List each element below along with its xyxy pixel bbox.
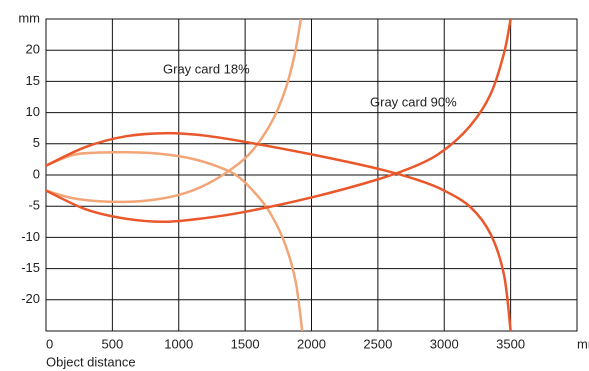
series-label: Gray card 90%	[370, 94, 457, 109]
y-tick-label: 10	[26, 104, 40, 119]
x-tick-label: mm	[577, 336, 589, 351]
y-tick-label: -20	[21, 291, 40, 306]
y-tick-label: 20	[26, 42, 40, 57]
x-tick-label: 1500	[231, 336, 260, 351]
curve	[46, 131, 512, 331]
plot-area	[46, 19, 512, 331]
curve	[46, 19, 303, 204]
x-tick-label: 500	[102, 336, 124, 351]
x-tick-label: 1000	[164, 336, 193, 351]
y-tick-label: mm	[18, 10, 40, 25]
x-tick-label: 3000	[430, 336, 459, 351]
x-tick-label: 3500	[496, 336, 525, 351]
curve	[46, 19, 512, 224]
curve	[46, 151, 304, 331]
y-tick-label: -10	[21, 229, 40, 244]
x-tick-label: 0	[46, 336, 53, 351]
x-tick-label: 2500	[363, 336, 392, 351]
y-tick-label: 0	[33, 166, 40, 181]
y-tick-label: -5	[28, 198, 40, 213]
x-tick-label: 2000	[297, 336, 326, 351]
y-tick-label: 5	[33, 135, 40, 150]
series-label: Gray card 18%	[163, 61, 250, 76]
x-axis-title: Object distance	[46, 354, 136, 369]
y-tick-label: -15	[21, 260, 40, 275]
y-tick-label: 15	[26, 73, 40, 88]
